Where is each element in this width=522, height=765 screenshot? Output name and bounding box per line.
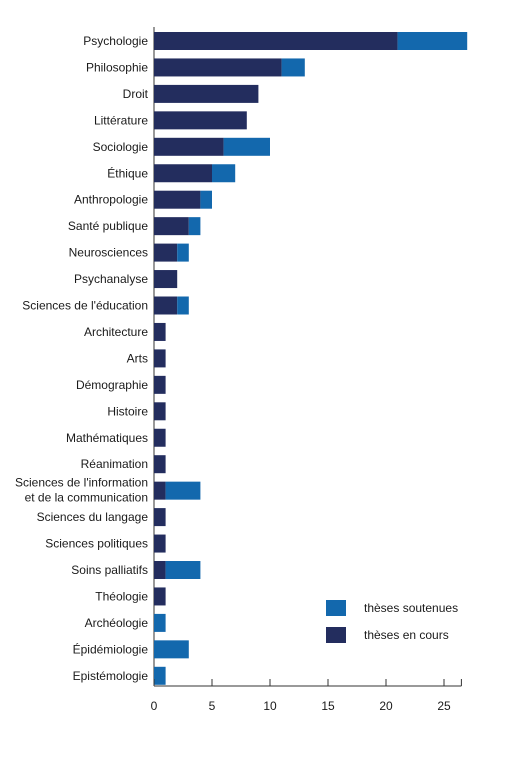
bar-en-cours (154, 455, 166, 474)
category-label: Sciences politiques (45, 537, 148, 551)
category-label: Réanimation (81, 457, 148, 471)
bar-en-cours (154, 111, 247, 130)
category-label: Sciences du langage (37, 510, 149, 524)
category-label: Neurosciences (69, 246, 148, 260)
x-tick-label: 15 (321, 699, 335, 713)
legend-label: thèses soutenues (364, 601, 458, 615)
category-label: Psychologie (83, 34, 148, 48)
bar-soutenues (188, 217, 201, 236)
bar-soutenues (212, 164, 236, 183)
bar-en-cours (154, 217, 189, 236)
bar-en-cours (154, 534, 166, 553)
bar-en-cours (154, 428, 166, 447)
bar-en-cours (154, 164, 212, 183)
bar-soutenues (154, 666, 166, 685)
bar-en-cours (154, 243, 178, 262)
category-label: Sciences de l'éducation (22, 299, 148, 313)
category-label: Santé publique (68, 219, 148, 233)
category-label: Epistémologie (73, 669, 149, 683)
x-tick-label: 0 (151, 699, 158, 713)
category-label: Soins palliatifs (71, 563, 148, 577)
legend-label: thèses en cours (364, 628, 449, 642)
category-label: Histoire (107, 404, 148, 418)
category-label: Anthropologie (74, 193, 148, 207)
bar-soutenues (177, 296, 189, 315)
category-label: Éthique (107, 165, 148, 180)
bar-en-cours (154, 508, 166, 527)
bar-en-cours (154, 402, 166, 421)
category-label: Théologie (95, 589, 148, 603)
category-label: Arts (127, 351, 148, 365)
category-label: Littérature (94, 113, 148, 127)
x-tick-label: 20 (379, 699, 393, 713)
category-label: Archéologie (85, 616, 149, 630)
bar-en-cours (154, 349, 166, 368)
category-label: Démographie (76, 378, 148, 392)
bar-soutenues (281, 58, 305, 77)
bar-en-cours (154, 190, 201, 209)
bar-en-cours (154, 322, 166, 341)
bar-soutenues (397, 32, 468, 50)
legend-swatch (326, 600, 346, 616)
category-label: Architecture (84, 325, 148, 339)
bar-soutenues (177, 243, 189, 262)
bar-soutenues (154, 640, 189, 659)
category-label: Sciences de l'information et de la commun… (15, 476, 148, 505)
bar-en-cours (154, 84, 259, 103)
category-label: Philosophie (86, 60, 148, 74)
bar-soutenues (165, 561, 201, 579)
x-tick-label: 5 (209, 699, 216, 713)
bar-soutenues (223, 137, 270, 156)
bar-en-cours (154, 587, 166, 606)
category-label: Mathématiques (66, 431, 148, 445)
bar-en-cours (154, 481, 166, 500)
category-label: Épidémiologie (73, 641, 149, 656)
bar-soutenues (165, 481, 201, 500)
bar-en-cours (154, 137, 224, 156)
bar-en-cours (154, 296, 178, 315)
legend-swatch (326, 627, 346, 643)
category-label: Droit (123, 87, 149, 101)
bar-en-cours (154, 32, 398, 50)
bar-en-cours (154, 561, 166, 579)
bar-en-cours (154, 270, 178, 289)
category-label: Sociologie (93, 140, 149, 154)
category-label: Psychanalyse (74, 272, 148, 286)
bar-soutenues (200, 190, 212, 209)
bar-en-cours (154, 375, 166, 394)
bar-soutenues (154, 613, 166, 632)
x-tick-label: 25 (437, 699, 451, 713)
x-tick-label: 10 (263, 699, 277, 713)
bar-en-cours (154, 58, 282, 77)
